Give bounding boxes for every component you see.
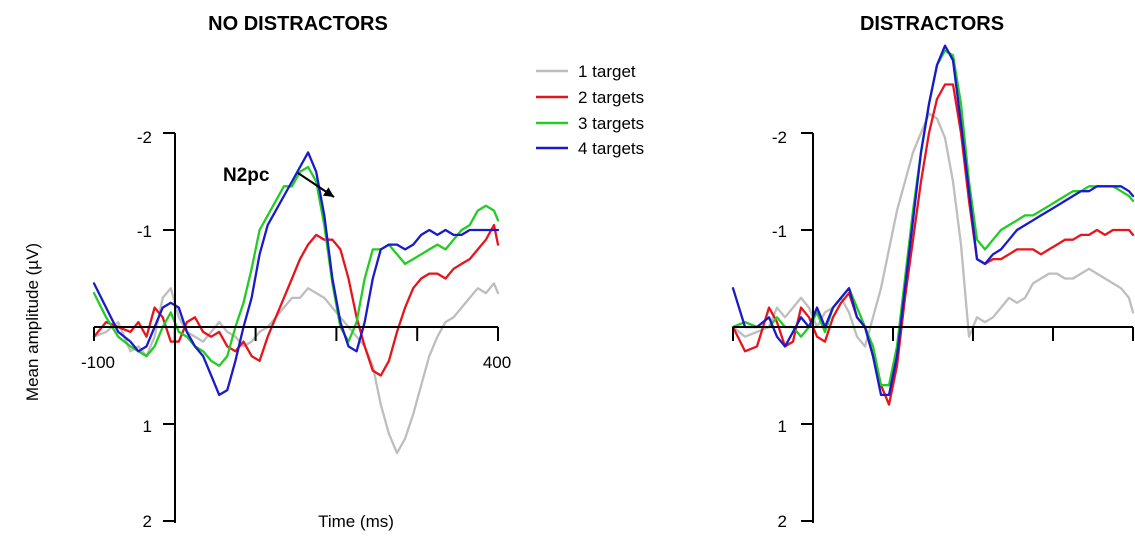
series-line-3-targets	[731, 49, 1135, 387]
legend-label: 2 targets	[578, 88, 644, 107]
panel-no-distractors: NO DISTRACTORS -100 400 -2 -1 1 2 Time (…	[23, 13, 511, 531]
axes	[732, 132, 1134, 523]
y-tick-label: -2	[137, 128, 152, 147]
series-lines	[731, 44, 1135, 406]
y-tick-label: 2	[143, 512, 152, 531]
y-tick-label: 1	[143, 417, 152, 436]
legend: 1 target 2 targets 3 targets 4 targets	[536, 62, 644, 158]
panel-distractors: DISTRACTORS -2 -1 1 2	[731, 13, 1135, 531]
x-tick-label: 400	[483, 353, 511, 372]
axes	[93, 132, 499, 523]
panel-title: DISTRACTORS	[860, 13, 1004, 35]
series-line-4-targets	[92, 151, 500, 397]
y-tick-label: -1	[772, 222, 787, 241]
n2pc-annotation-arrow	[297, 172, 335, 198]
series-line-4-targets	[731, 44, 1135, 397]
y-tick-label: 2	[778, 512, 787, 531]
series-lines	[92, 151, 500, 455]
series-line-3-targets	[92, 165, 500, 367]
series-line-1-target	[92, 282, 500, 455]
y-tick-label: 1	[778, 417, 787, 436]
y-tick-label: -2	[772, 128, 787, 147]
x-axis-label: Time (ms)	[318, 512, 394, 531]
panel-title: NO DISTRACTORS	[208, 13, 388, 35]
n2pc-annotation-label: N2pc	[223, 165, 270, 186]
series-line-2-targets	[731, 83, 1135, 406]
legend-label: 1 target	[578, 62, 636, 81]
x-tick-label: -100	[81, 353, 115, 372]
legend-label: 4 targets	[578, 139, 644, 158]
series-line-2-targets	[92, 223, 500, 377]
y-axis-label: Mean amplitude (µV)	[23, 243, 42, 401]
y-tick-label: -1	[137, 222, 152, 241]
series-line-1-target	[731, 112, 1135, 348]
legend-label: 3 targets	[578, 114, 644, 133]
